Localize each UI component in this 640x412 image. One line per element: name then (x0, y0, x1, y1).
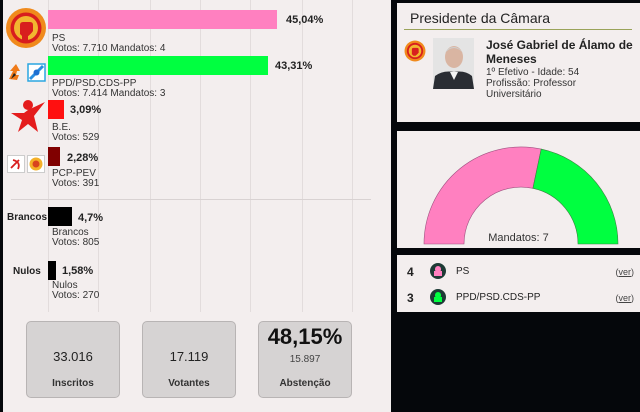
mandate-count: 4 (407, 265, 414, 279)
abstencao-label: Abstenção (279, 378, 331, 389)
ps-votes: Votos: 7.710 Mandatos: 4 (52, 43, 166, 54)
president-name: José Gabriel de Álamo de Meneses (486, 38, 633, 66)
be-pct: 3,09% (70, 104, 102, 116)
stat-abstencao: 48,15% 15.897 Abstenção (258, 321, 352, 398)
gridline (150, 0, 151, 312)
ps-fist-logo-icon (404, 40, 426, 62)
mandate-row-psd-cds: 3 PPD/PSD.CDS-PP (ver) (397, 283, 640, 309)
psd-cds-pct: 43,31% (275, 60, 313, 72)
pcp-pev-bar (48, 147, 60, 166)
ps-fist-logo-icon (5, 7, 47, 49)
psd-cds-name: PPD/PSD.CDS-PP (52, 78, 137, 89)
votantes-label: Votantes (168, 378, 210, 389)
brancos-pct: 4,7% (78, 212, 104, 224)
president-info: 1º Efetivo - Idade: 54 Profissão: Profes… (486, 67, 579, 100)
brancos-side-label: Brancos (7, 212, 48, 223)
inscritos-value: 33.016 (53, 349, 93, 364)
nulos-votes: Votos: 270 (52, 290, 100, 301)
nulos-pct: 1,58% (62, 265, 94, 277)
president-profession-cont: Universitário (486, 89, 542, 100)
be-name: B.E. (52, 122, 71, 133)
be-votes: Votos: 529 (52, 132, 100, 143)
gridline (200, 0, 201, 312)
mandate-party: PPD/PSD.CDS-PP (456, 292, 541, 303)
nulos-side-label: Nulos (13, 266, 41, 277)
mandates-total-label: Mandatos: 7 (488, 232, 549, 244)
gridline (98, 0, 99, 312)
brancos-name: Brancos (52, 227, 89, 238)
gridline (302, 0, 303, 312)
votantes-value: 17.119 (169, 349, 209, 364)
psd-cds-bar (48, 56, 268, 75)
president-profession: Profissão: Professor (486, 78, 577, 89)
president-photo (433, 38, 474, 89)
stat-votantes: 17.119 Votantes (142, 321, 236, 398)
stat-inscritos: 33.016 Inscritos (26, 321, 120, 398)
ps-name: PS (52, 33, 66, 44)
president-title-rule (404, 29, 632, 30)
view-psd-cds-link[interactable]: (ver) (615, 293, 634, 303)
president-title: Presidente da Câmara (410, 10, 551, 26)
psd-cds-votes: Votos: 7.414 Mandatos: 3 (52, 88, 166, 99)
mandates-list: 4 PS (ver) 3 PPD/PSD.CDS-PP (ver) (397, 255, 640, 312)
pcp-pev-votes: Votos: 391 (52, 178, 100, 189)
be-star-logo-icon (9, 99, 47, 137)
gridline (250, 0, 251, 312)
abstencao-value: 15.897 (289, 354, 321, 365)
mandate-party: PS (456, 266, 470, 277)
mandates-gauge-chart (423, 146, 619, 245)
be-bar (48, 100, 64, 119)
results-panel: 45,04% PS Votos: 7.710 Mandatos: 4 43,31… (3, 0, 391, 412)
mandates-gauge-panel: Mandatos: 7 (397, 131, 640, 248)
brancos-bar (48, 207, 72, 226)
gridline (352, 0, 353, 312)
mandate-count: 3 (407, 291, 414, 305)
mandate-row-ps: 4 PS (ver) (397, 257, 640, 283)
pcp-pev-logo-icon (7, 155, 47, 175)
nulos-bar (48, 261, 56, 280)
person-icon (430, 263, 446, 279)
psd-cds-arrow-logo-icon (5, 61, 51, 83)
ps-bar (48, 10, 277, 29)
ps-pct: 45,04% (286, 14, 324, 26)
abstencao-pct: 48,15% (267, 324, 343, 349)
view-ps-link[interactable]: (ver) (615, 267, 634, 277)
inscritos-label: Inscritos (52, 378, 94, 389)
pcp-pev-pct: 2,28% (67, 152, 99, 164)
person-icon (430, 289, 446, 305)
brancos-votes: Votos: 805 (52, 237, 100, 248)
president-panel: Presidente da Câmara José Gabriel de Ála… (397, 3, 640, 122)
nulos-name: Nulos (52, 280, 78, 291)
president-position: 1º Efetivo - Idade: 54 (486, 67, 580, 78)
pcp-pev-name: PCP-PEV (52, 168, 96, 179)
results-divider (11, 199, 371, 200)
